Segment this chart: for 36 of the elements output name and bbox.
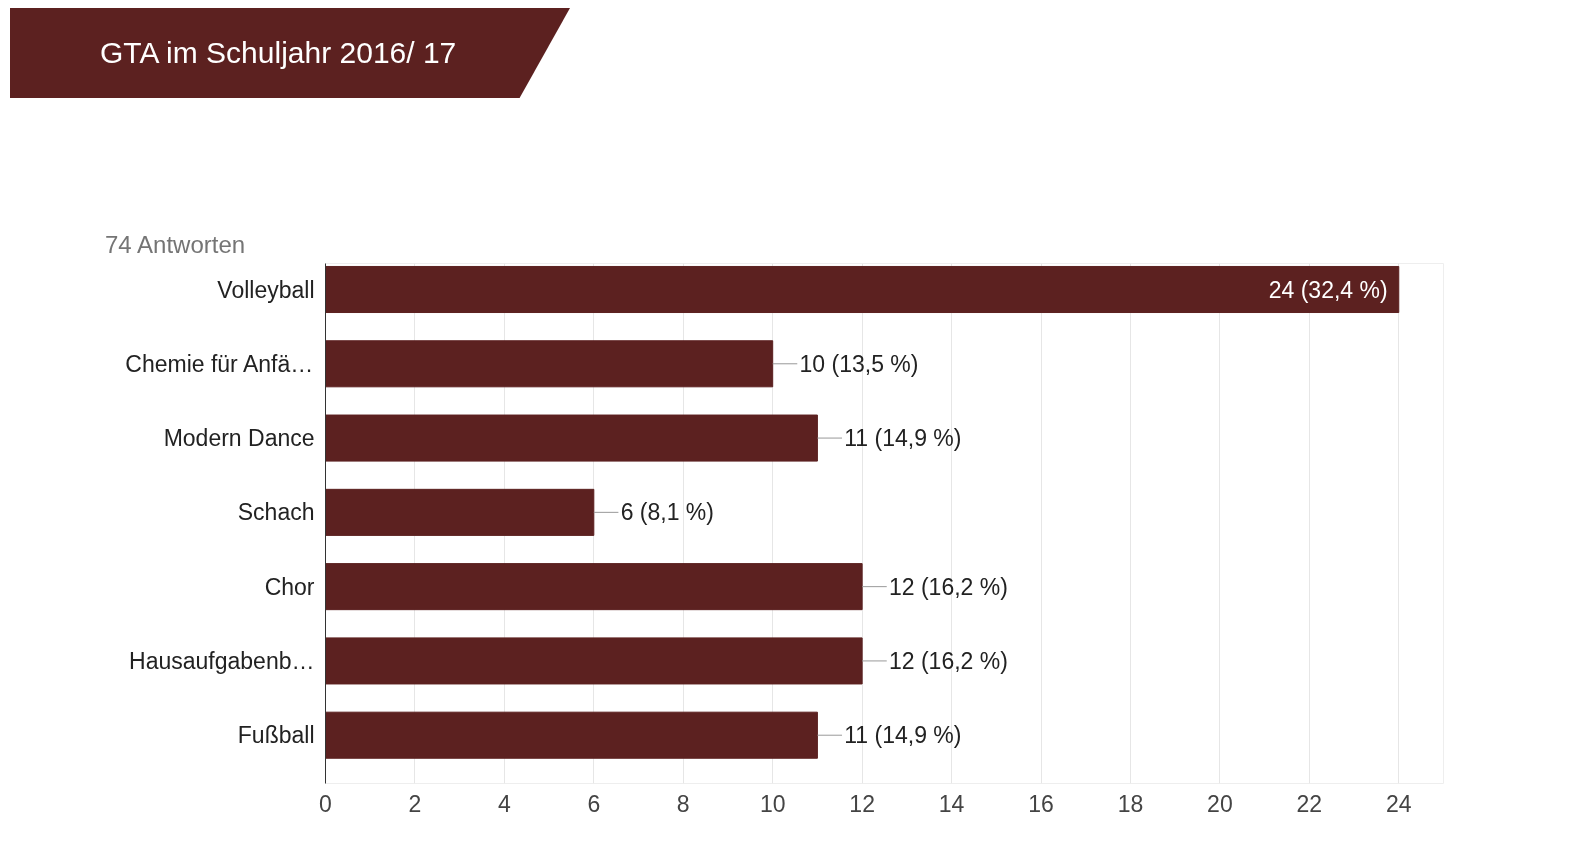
x-tick-label: 18: [1117, 790, 1144, 817]
x-tick-label: 14: [938, 790, 965, 817]
y-tick-label: Modern Dance: [163, 425, 315, 452]
data-label: 6 (8,1 %): [620, 499, 714, 526]
bar: [325, 414, 818, 462]
x-tick-label: 10: [759, 790, 786, 817]
x-tick-label: 22: [1296, 790, 1323, 817]
x-tick-label: 8: [676, 790, 690, 817]
chart-title: GTA im Schuljahr 2016/ 17: [100, 35, 457, 71]
y-tick-label: Fußball: [237, 722, 315, 749]
x-tick-label: 0: [319, 790, 332, 817]
y-tick-label: Chemie für Anfä…: [125, 350, 314, 377]
y-tick-label: Hausaufgabenb…: [129, 647, 315, 674]
bar: [325, 563, 863, 611]
data-label: 24 (32,4 %): [1268, 276, 1388, 303]
x-tick-label: 24: [1385, 790, 1412, 817]
data-label: 11 (14,9 %): [844, 425, 962, 452]
data-label: 11 (14,9 %): [844, 722, 962, 749]
x-tick-label: 20: [1207, 790, 1233, 817]
bar: [325, 711, 818, 759]
data-label: 12 (16,2 %): [888, 647, 1008, 674]
x-tick-label: 6: [587, 790, 601, 817]
x-tick-label: 2: [408, 790, 422, 817]
y-tick-label: Schach: [237, 499, 315, 526]
x-tick-label: 12: [849, 790, 875, 817]
data-label: 12 (16,2 %): [888, 573, 1008, 600]
bar: [325, 488, 595, 536]
x-tick-label: 4: [497, 790, 511, 817]
data-label: 10 (13,5 %): [799, 350, 919, 377]
chart-subtitle: 74 Antworten: [105, 230, 246, 260]
bar: [325, 637, 863, 685]
bar: [325, 265, 1400, 314]
y-tick-label: Volleyball: [217, 276, 315, 303]
x-tick-label: 16: [1028, 790, 1054, 817]
y-tick-label: Chor: [264, 573, 315, 600]
bar: [325, 340, 774, 388]
